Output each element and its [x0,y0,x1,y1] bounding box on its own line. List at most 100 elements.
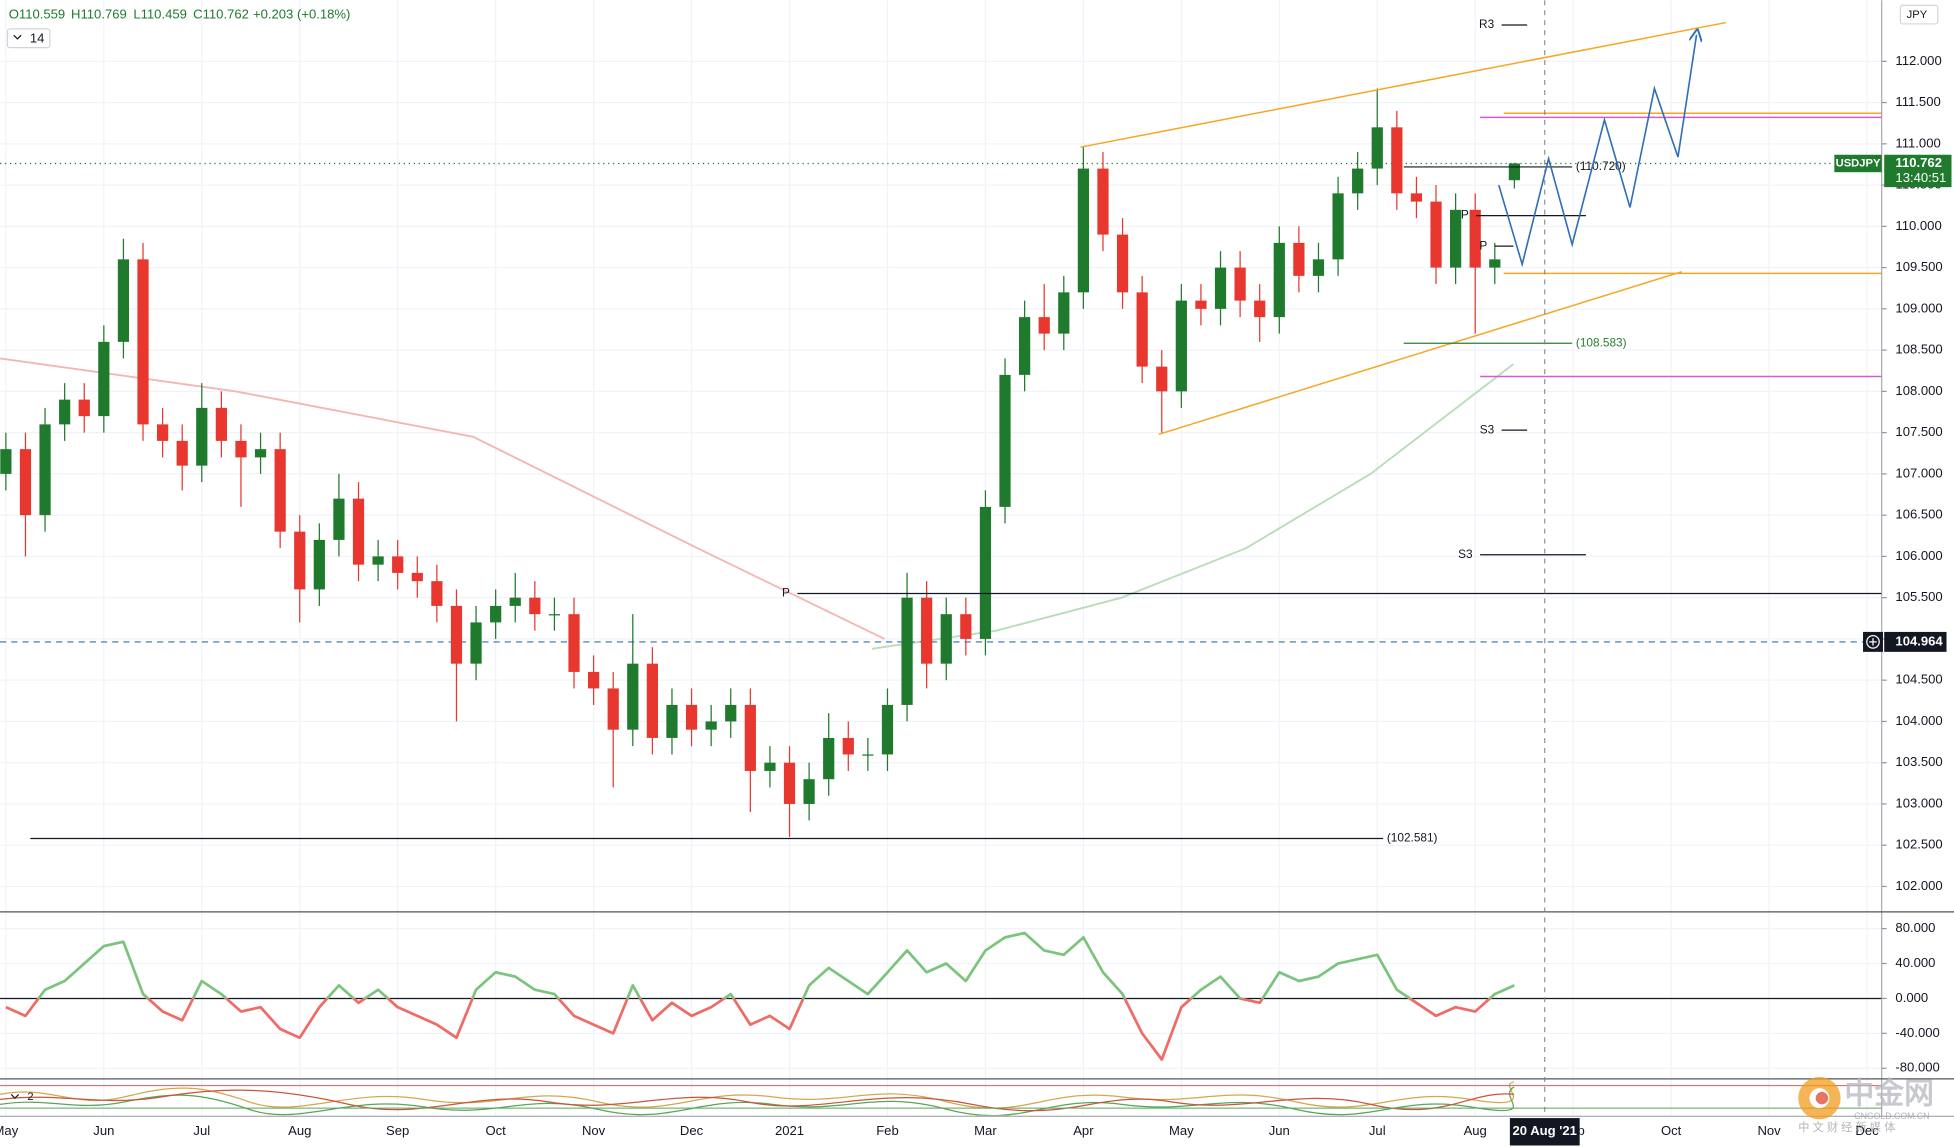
y-tick-label: 109.500 [1895,259,1942,274]
candle-body [705,721,717,730]
candle-body [1371,127,1383,169]
chevron-icon [10,1093,20,1100]
y-tick-label: -40.000 [1895,1025,1939,1040]
y-tick-label: 111.500 [1895,94,1940,109]
ohlc-low: L110.459 [133,7,187,22]
time-axis [0,1115,1954,1147]
indicator-box[interactable] [6,28,51,49]
candle-body [1038,317,1050,334]
candle-body [764,762,776,771]
candle-body [1214,267,1227,309]
chevron-icon [13,34,22,40]
candle-body [1469,209,1481,268]
candle-body [254,449,267,458]
legend: O110.559 H110.769 L110.459 C110.762 +0.2… [6,4,1939,1103]
x-tick-label: Oct [485,1123,506,1138]
candle-body [1175,300,1187,392]
y-tick-label: 105.500 [1895,589,1942,604]
candle-body [1430,201,1442,268]
symbol-label: USDJPY [1836,157,1881,169]
candle-body [78,399,90,417]
ohlc-high: H110.769 [71,7,127,22]
indicator-length[interactable]: 14 [30,30,45,45]
candle-body [1450,209,1462,268]
candle-body [0,449,12,474]
candle-body [1293,242,1305,276]
candle-body [999,374,1011,507]
level-label: R3 [1479,17,1495,31]
candle-body [1508,163,1520,181]
candle-body [1156,366,1168,392]
x-tick-label: Apr [1073,1123,1094,1138]
y-tick-label: 108.500 [1895,342,1942,357]
x-tick-label: Aug [1464,1123,1487,1138]
candle-body [607,688,619,730]
y-tick-label: 102.500 [1895,837,1942,852]
candle-body [940,614,952,664]
crosshair-plus[interactable] [1866,635,1880,649]
candle-body [685,704,698,730]
oscillator-pane [0,931,1882,1061]
ohlc-open: O110.559 [9,7,65,22]
level-label: (110.720) [1576,159,1626,173]
crosshair-plus-sign [1869,638,1877,646]
countdown-label: 13:40:51 [1895,170,1946,185]
level-label: (108.583) [1576,335,1627,349]
y-tick-label: 103.000 [1895,795,1942,810]
level-label: (102.581) [1387,831,1438,845]
candle-body [842,737,854,755]
y-tick-label: 102.000 [1895,878,1942,893]
crosshair-price-label: 104.964 [1895,633,1943,648]
candle-body [1195,300,1207,309]
candle-body [431,581,443,606]
candle-body [529,597,541,615]
currency-button[interactable] [1899,4,1939,25]
y-tick-label: 110.000 [1895,218,1941,233]
candle-body [392,556,404,573]
watermark-name: 中金网 [1844,1077,1934,1111]
candle-body [1019,317,1031,375]
candle-body [1136,292,1148,367]
y-tick-label: 0.000 [1895,990,1928,1005]
x-tick-label: May [1169,1123,1194,1138]
level-label: S3 [1458,547,1473,561]
candle-body [921,597,933,664]
lower-pane-label: 2 [27,1091,33,1103]
ohlc-change: +0.203 (+0.18%) [253,7,350,22]
candle-body [1391,127,1403,194]
level-label: P [1461,208,1469,222]
candle-body [1489,259,1501,268]
candle-body [59,399,71,425]
candle-body [881,704,894,755]
candle-body [352,498,365,565]
candle-body [1352,168,1364,194]
currency-label[interactable]: JPY [1907,9,1928,21]
x-tick-label: Oct [1661,1123,1682,1138]
x-tick-label: Dec [680,1123,704,1138]
candle-body [960,614,972,639]
x-tick-label: May [0,1123,19,1138]
candle-body [823,737,835,780]
moving-average [0,357,885,640]
candle-body [1234,267,1246,301]
level-label: P [1479,238,1487,252]
candle-body [744,704,756,771]
y-tick-label: 106.500 [1895,507,1942,522]
candle-body [372,556,384,565]
candle-body [646,663,658,738]
candle-body [979,506,992,639]
candle-body [274,449,286,532]
y-tick-label: 111.000 [1895,135,1940,150]
y-tick-label: 106.000 [1895,548,1942,563]
candle-body [39,424,51,516]
candle-body [509,597,521,606]
level-label: S3 [1480,422,1495,436]
last-price-tag [1884,154,1952,188]
candle-body [333,498,345,540]
candle-body [176,440,188,466]
trend-line [1080,21,1727,148]
candle-body [1312,259,1325,276]
y-tick-label: 104.000 [1895,713,1942,728]
